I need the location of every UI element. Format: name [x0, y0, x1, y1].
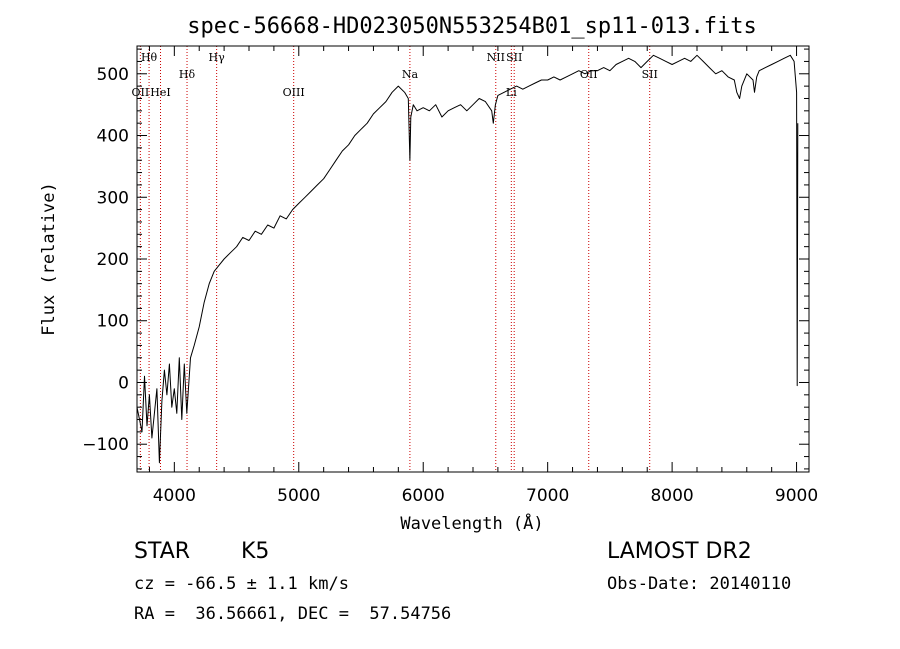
line-marker-label: SII [642, 68, 658, 81]
spectrum-plot [136, 54, 799, 464]
y-tick-label: −100 [82, 435, 129, 455]
line-marker-label: HeI [150, 86, 170, 99]
y-tick-label: 100 [97, 312, 129, 332]
x-tick-label: 9000 [775, 486, 818, 506]
line-marker-label: Li [506, 86, 517, 99]
x-tick-label: 7000 [526, 486, 569, 506]
y-axis-label: Flux (relative) [39, 182, 59, 336]
observation-date: Obs-Date: 20140110 [607, 574, 792, 594]
line-marker-label: NII [487, 51, 505, 64]
radial-velocity: cz = -66.5 ± 1.1 km/s [134, 574, 349, 594]
line-marker-label: Hθ [141, 51, 158, 64]
line-marker-label: OII [580, 68, 598, 81]
y-tick-label: 300 [97, 188, 129, 208]
object-class: STAR [134, 539, 191, 564]
x-tick-label: 6000 [402, 486, 445, 506]
y-tick-label: 400 [97, 127, 129, 147]
y-tick-label: 200 [97, 250, 129, 270]
plot-frame [136, 45, 810, 473]
sky-coordinates: RA = 36.56661, DEC = 57.54756 [134, 604, 452, 624]
line-marker-label: OIII [283, 86, 305, 99]
x-tick-label: 5000 [277, 486, 320, 506]
spectrum-line [136, 54, 799, 464]
x-tick-label: 8000 [650, 486, 693, 506]
survey-name: LAMOST DR2 [607, 539, 752, 564]
y-axis: −100 0 100 200 300 400 500 [82, 48, 809, 470]
line-marker-label: Na [402, 68, 419, 81]
y-tick-label: 0 [118, 373, 129, 393]
line-marker-label: OII [132, 86, 150, 99]
line-marker-label: Hγ [209, 51, 226, 64]
chart-title: spec-56668-HD023050N553254B01_sp11-013.f… [187, 14, 757, 39]
line-marker-label: SII [506, 51, 522, 64]
x-axis: 4000 5000 6000 7000 8000 9000 [148, 46, 818, 506]
x-axis-label: Wavelength (Å) [400, 512, 543, 534]
y-tick-label: 500 [97, 65, 129, 85]
x-tick-label: 4000 [153, 486, 196, 506]
object-subclass: K5 [241, 539, 270, 564]
line-marker-label: Hδ [179, 68, 196, 81]
